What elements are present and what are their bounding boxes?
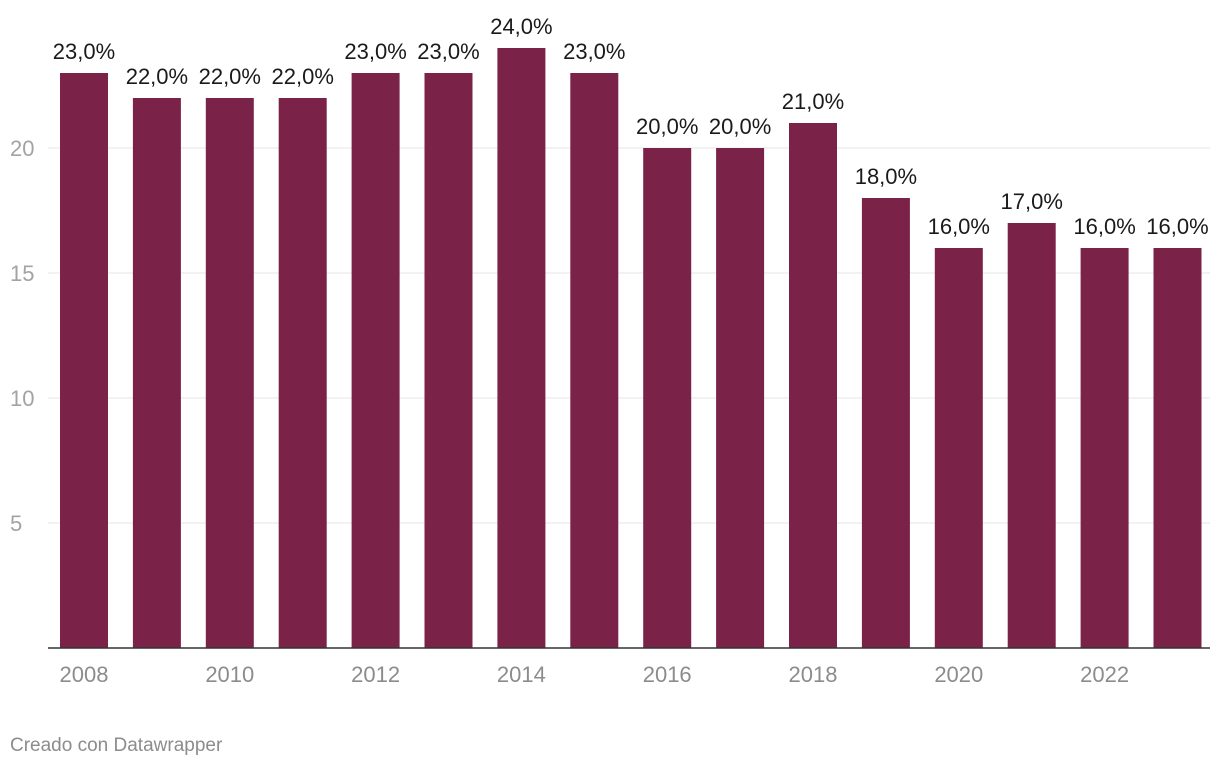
bar-2011 (278, 98, 327, 648)
data-label-2017: 20,0% (709, 114, 771, 139)
bar-2022 (1080, 248, 1129, 648)
data-label-2011: 22,0% (272, 64, 334, 89)
bar-2012 (351, 73, 400, 648)
y-tick-label: 10 (10, 386, 34, 411)
data-label-2019: 18,0% (855, 164, 917, 189)
data-label-2015: 23,0% (563, 39, 625, 64)
data-label-2016: 20,0% (636, 114, 698, 139)
bar-chart: 23,0% 22,0% 22,0% 22,0% 23,0% 23,0% 24,0% 23,0%… (10, 14, 1210, 687)
axes: 5 10 15 20 2008 2010 2012 2014 2016 2018 2020 2022 (10, 136, 1210, 687)
bars (60, 48, 1202, 648)
bar-2009 (132, 98, 181, 648)
bar-2008 (60, 73, 108, 648)
data-label-2018: 21,0% (782, 89, 844, 114)
data-label-2023: 16,0% (1146, 214, 1208, 239)
bar-2020 (934, 248, 983, 648)
x-tick-label: 2022 (1080, 662, 1129, 687)
x-tick-label: 2014 (497, 662, 546, 687)
bar-2023 (1153, 248, 1202, 648)
data-label-2022: 16,0% (1073, 214, 1135, 239)
bar-2019 (861, 198, 910, 648)
data-label-2009: 22,0% (126, 64, 188, 89)
bar-2013 (424, 73, 473, 648)
x-tick-label: 2010 (205, 662, 254, 687)
x-tick-label: 2008 (60, 662, 109, 687)
bar-2018 (789, 123, 837, 648)
data-label-2021: 17,0% (1001, 189, 1063, 214)
bar-2017 (716, 148, 765, 648)
footer-credit: Creado con Datawrapper (10, 735, 223, 756)
data-labels: 23,0% 22,0% 22,0% 22,0% 23,0% 23,0% 24,0% 23,0%… (53, 14, 1209, 239)
x-tick-label: 2012 (351, 662, 400, 687)
data-label-2012: 23,0% (344, 39, 406, 64)
data-label-2014: 24,0% (490, 14, 552, 39)
y-tick-label: 5 (10, 511, 22, 536)
bar-2014 (497, 48, 546, 648)
data-label-2008: 23,0% (53, 39, 115, 64)
x-tick-label: 2018 (789, 662, 838, 687)
y-tick-label: 20 (10, 136, 34, 161)
bar-2010 (205, 98, 254, 648)
x-tick-label: 2020 (934, 662, 983, 687)
bar-2015 (570, 73, 619, 648)
data-label-2010: 22,0% (199, 64, 261, 89)
y-tick-label: 15 (10, 261, 34, 286)
x-tick-label: 2016 (643, 662, 692, 687)
data-label-2020: 16,0% (928, 214, 990, 239)
bar-2016 (643, 148, 692, 648)
bar-2021 (1007, 223, 1056, 648)
data-label-2013: 23,0% (417, 39, 479, 64)
